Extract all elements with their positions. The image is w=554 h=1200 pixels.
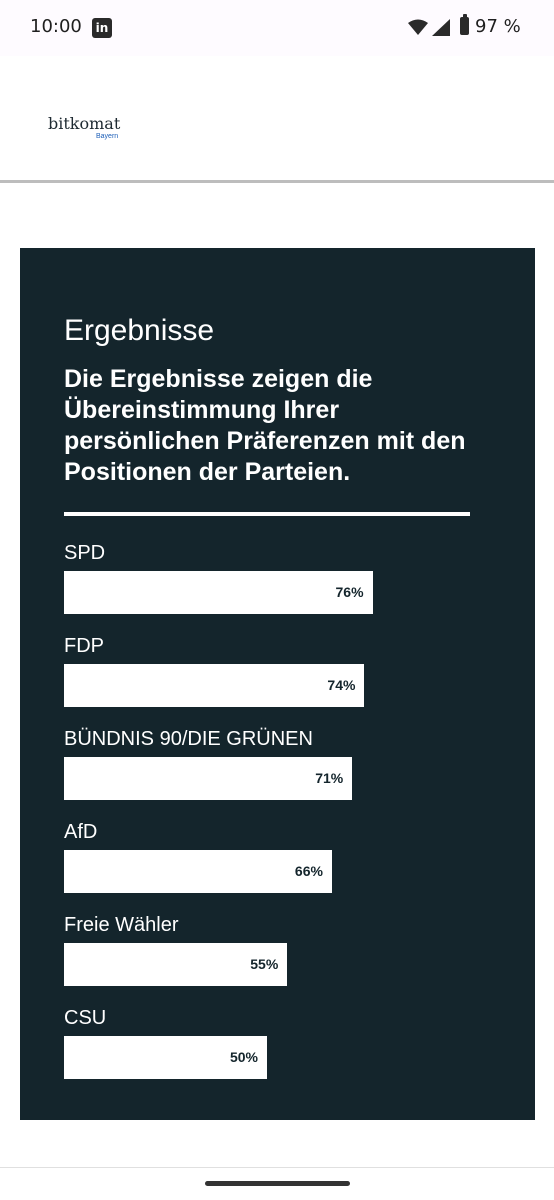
party-match-value: 71% <box>315 770 344 786</box>
party-match-value: 74% <box>327 677 356 693</box>
party-result-row: BÜNDNIS 90/DIE GRÜNEN 71% <box>64 726 494 819</box>
party-name: CSU <box>64 1007 107 1029</box>
status-time: 10:00 <box>30 16 82 37</box>
party-match-value: 66% <box>294 863 323 879</box>
party-match-value: 76% <box>335 584 364 600</box>
party-match-bar: 66% <box>64 850 332 893</box>
party-match-bar: 71% <box>64 757 353 800</box>
results-title: Ergebnisse <box>64 314 215 347</box>
bottom-divider <box>0 1167 554 1168</box>
logo-wordmark: bitkomat <box>48 114 121 133</box>
party-bar-track: 66% <box>64 850 470 893</box>
logo-subtitle: Bayern <box>96 133 119 140</box>
results-panel: Ergebnisse Die Ergebnisse zeigen die Übe… <box>20 248 535 1120</box>
results-description: Die Ergebnisse zeigen die Übereinstimmun… <box>64 365 466 486</box>
results-divider <box>64 512 470 516</box>
linkedin-notification-icon: in <box>92 18 112 38</box>
battery-icon <box>460 14 469 35</box>
party-name: FDP <box>64 635 104 657</box>
party-name: BÜNDNIS 90/DIE GRÜNEN <box>64 728 313 750</box>
party-result-row: FDP 74% <box>64 633 494 726</box>
party-bar-track: 55% <box>64 943 470 986</box>
gesture-navigation-handle[interactable] <box>205 1181 350 1186</box>
status-bar: 10:00 in 97 % <box>0 0 554 56</box>
party-match-bar: 76% <box>64 571 373 614</box>
party-bar-track: 76% <box>64 571 470 614</box>
party-result-row: AfD 66% <box>64 819 494 912</box>
party-bar-track: 71% <box>64 757 470 800</box>
party-bar-track: 50% <box>64 1036 470 1079</box>
cell-signal-icon <box>432 19 450 36</box>
party-name: AfD <box>64 821 98 843</box>
party-match-bar: 74% <box>64 664 365 707</box>
party-bar-track: 74% <box>64 664 470 707</box>
party-name: Freie Wähler <box>64 914 179 936</box>
party-result-row: CSU 50% <box>64 1005 494 1098</box>
party-results-list: SPD 76% FDP 74% BÜNDNIS 90/DIE GRÜNEN 71% AfD 6… <box>64 540 494 1098</box>
party-result-row: Freie Wähler 55% <box>64 912 494 1005</box>
header-divider <box>0 180 554 183</box>
party-match-value: 50% <box>229 1049 258 1065</box>
party-result-row: SPD 76% <box>64 540 494 633</box>
battery-percentage: 97 % <box>475 16 521 37</box>
site-header: bitkomat Bayern <box>0 56 554 180</box>
wifi-icon <box>408 19 428 35</box>
party-match-bar: 55% <box>64 943 288 986</box>
party-name: SPD <box>64 542 106 564</box>
party-match-value: 55% <box>250 956 279 972</box>
party-match-bar: 50% <box>64 1036 267 1079</box>
